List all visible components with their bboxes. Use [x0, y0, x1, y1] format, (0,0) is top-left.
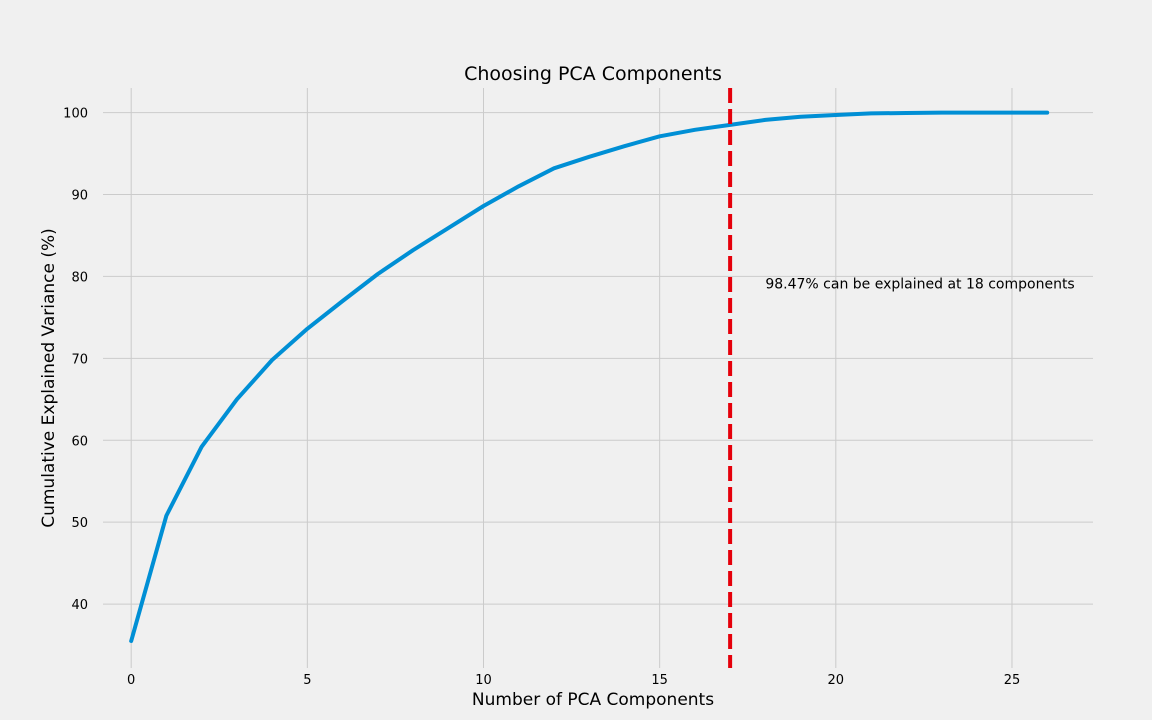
x-tick-label: 25 [1004, 673, 1021, 688]
series-layer [129, 110, 1050, 643]
x-tick-label: 0 [127, 673, 135, 688]
chart-title: Choosing PCA Components [464, 63, 722, 85]
y-tick-label: 50 [71, 516, 88, 531]
y-axis-label: Cumulative Explained Variance (%) [39, 228, 59, 528]
x-tick-label: 10 [475, 673, 492, 688]
x-tick-label: 15 [651, 673, 668, 688]
y-tick-label: 70 [71, 352, 88, 367]
y-tick-label: 60 [71, 434, 88, 449]
y-tick-label: 80 [71, 270, 88, 285]
x-tick-label: 5 [303, 673, 311, 688]
x-axis-label: Number of PCA Components [472, 690, 714, 710]
grid-layer [103, 88, 1093, 668]
x-tick-label: 20 [828, 673, 845, 688]
annotation-text: 98.47% can be explained at 18 components [765, 277, 1074, 293]
series-line [129, 110, 1050, 643]
tick-layer: 0 5 10 15 20 25 40 50 60 70 80 90 100 [63, 107, 1020, 688]
y-tick-label: 100 [63, 107, 88, 122]
y-tick-label: 90 [71, 188, 88, 203]
y-tick-label: 40 [71, 598, 88, 613]
